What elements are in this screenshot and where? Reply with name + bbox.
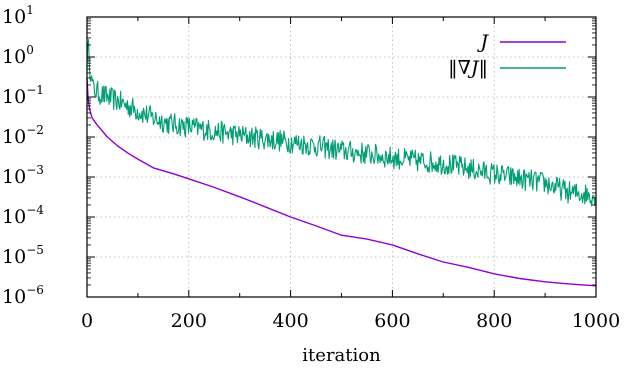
tick-labels: 0 200 400 600 800 1000 10−6 10−5 10−4 10−3 10−2 10−… [2,3,620,332]
x-tick-label: 200 [171,310,207,332]
legend-label-0: J [476,31,489,53]
x-tick-label: 400 [272,310,308,332]
axis-ticks [86,16,597,298]
series-layer [86,39,597,287]
y-tick-label: 10−3 [2,163,44,188]
series-line-0 [86,77,597,287]
x-axis-title: iteration [302,345,381,366]
y-tick-label: 100 [2,43,34,68]
x-tick-label: 800 [476,310,512,332]
x-tick-label: 0 [81,310,93,332]
y-tick-label: 101 [2,3,34,28]
x-tick-label: 600 [374,310,410,332]
legend: J ‖∇J‖ [448,31,566,79]
x-tick-label: 1000 [572,310,620,332]
series-line-1 [86,39,597,207]
y-tick-label: 10−4 [2,203,44,228]
y-tick-label: 10−6 [2,283,44,308]
legend-label-1: ‖∇J‖ [448,57,488,79]
y-tick-label: 10−2 [2,123,44,148]
grid-lines [87,17,596,297]
y-tick-label: 10−1 [2,83,44,108]
y-tick-label: 10−5 [2,243,44,268]
plot-frame [86,16,597,298]
